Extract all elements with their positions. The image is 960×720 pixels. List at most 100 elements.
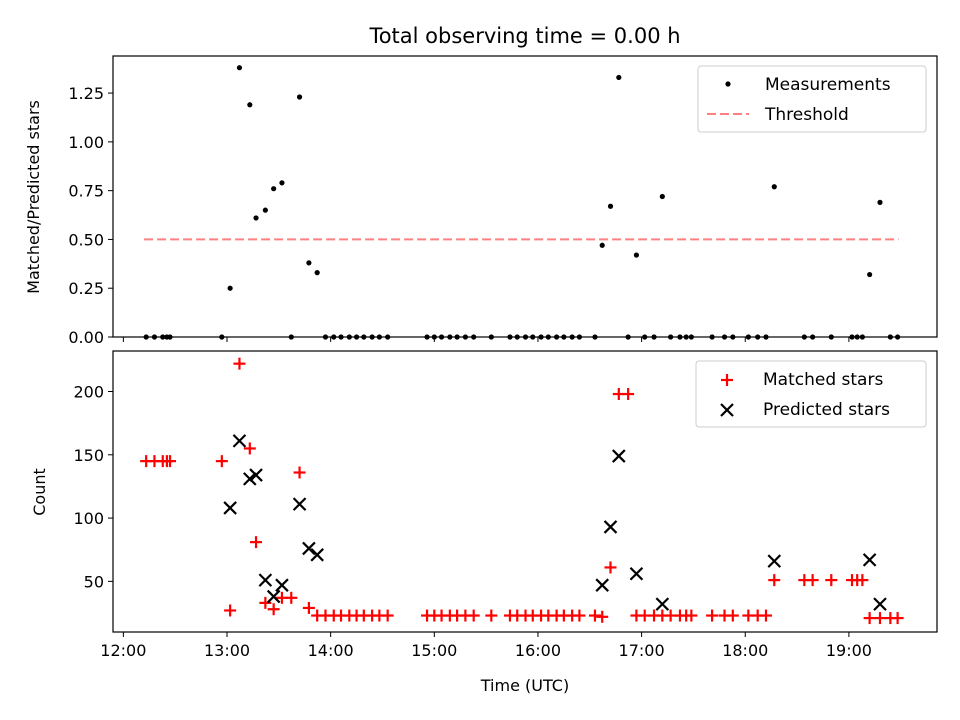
legend-predicted-marker [720, 403, 734, 417]
legend-matched-marker [721, 374, 733, 386]
marker-stroke [223, 501, 237, 515]
marker-stroke [310, 548, 324, 562]
predicted-star-marker [612, 449, 626, 463]
top-panel: 0.00 0.25 0.50 0.75 1.00 1.25 Matched/Predict… [24, 55, 938, 347]
marker-stroke [292, 497, 307, 511]
matched-star-marker [164, 455, 177, 468]
predicted-star-marker [249, 468, 263, 482]
matched-star-marker [233, 357, 246, 370]
matched-star-marker [267, 603, 280, 616]
top-y-tick-label: 0.00 [68, 328, 104, 347]
matched-star-marker [726, 609, 739, 622]
bottom-x-tick-label: 14:00 [308, 641, 354, 660]
top-y-tick-label: 1.25 [68, 84, 104, 103]
measurement-point [296, 94, 303, 100]
predicted-star-marker [292, 497, 307, 511]
matched-star-marker [759, 609, 772, 622]
matched-star-marker [293, 466, 306, 479]
top-y-tick-label: 0.50 [68, 230, 104, 249]
marker-stroke [266, 589, 281, 604]
measurement-point [253, 215, 259, 221]
bottom-x-tick-label: 12:00 [100, 641, 146, 660]
predicted-star-marker [275, 578, 289, 592]
legend-matched-label: Matched stars [763, 370, 883, 390]
bottom-x-tick-label: 13:00 [204, 641, 250, 660]
marker-stroke [243, 472, 257, 486]
measurement-point [633, 252, 640, 258]
bottom-y-tick-label: 100 [73, 509, 104, 528]
marker-stroke [767, 554, 782, 568]
matched-star-marker [259, 596, 272, 609]
predicted-star-marker [223, 501, 237, 515]
matched-star-marker [250, 536, 263, 549]
marker-stroke [629, 566, 644, 581]
matched-star-marker [485, 609, 498, 622]
bottom-y-ticks: 50 100 150 200 [73, 383, 113, 591]
bottom-legend: Matched stars Predicted stars [695, 360, 927, 428]
matched-star-marker [706, 609, 719, 622]
marker-stroke [612, 449, 626, 463]
bottom-y-tick-label: 200 [73, 383, 104, 402]
predicted-star-marker [767, 554, 782, 568]
matched-star-marker [302, 601, 315, 614]
bottom-x-axis-label: Time (UTC) [480, 676, 569, 695]
matched-star-marker [215, 455, 228, 468]
predicted-star-marker [258, 573, 273, 587]
measurement-point [867, 271, 873, 278]
measurement-point [599, 242, 605, 248]
marker-stroke [275, 578, 289, 592]
matched-star-marker [224, 604, 237, 617]
matched-star-marker [622, 388, 635, 401]
measurement-point [227, 285, 233, 291]
marker-stroke [873, 597, 887, 611]
bottom-marks [140, 357, 904, 625]
marker-stroke [603, 520, 618, 534]
matched-star-marker [856, 574, 869, 587]
marker-stroke [249, 468, 263, 482]
bottom-y-tick-label: 50 [84, 572, 104, 591]
measurement-point [279, 180, 285, 186]
bottom-legend-box [695, 360, 927, 428]
matched-star-marker [588, 609, 601, 622]
bottom-x-tick-label: 15:00 [411, 641, 457, 660]
matched-star-marker [604, 561, 617, 574]
legend-threshold-label: Threshold [764, 105, 849, 125]
bottom-y-tick-label: 150 [73, 446, 104, 465]
measurement-point [247, 102, 253, 108]
predicted-star-marker [232, 434, 247, 448]
legend-measurements-label: Measurements [765, 75, 891, 95]
measurement-point [659, 193, 665, 200]
top-axes-frame [112, 55, 938, 338]
top-y-ticks: 0.00 0.25 0.50 0.75 1.00 1.25 [68, 84, 113, 347]
legend-measurements-marker [725, 81, 731, 87]
bottom-x-tick-label: 16:00 [515, 641, 561, 660]
top-legend-box [697, 65, 927, 133]
bottom-axes-frame [112, 350, 938, 633]
top-y-axis-label: Matched/Predicted stars [24, 100, 43, 294]
matched-star-marker [873, 612, 886, 625]
predicted-star-marker [862, 553, 877, 567]
bottom-panel: 50 100 150 200 12:00 13:00 14:00 15:00 16:00 17:… [30, 350, 938, 695]
measurement-point [616, 74, 622, 81]
measurement-point [306, 260, 312, 266]
measurement-point [314, 270, 320, 276]
matched-star-marker [891, 612, 904, 625]
matched-star-marker [573, 609, 586, 622]
marker-stroke [595, 578, 609, 592]
measurement-point [877, 199, 883, 205]
measurement-point [607, 203, 614, 209]
top-y-tick-label: 0.25 [68, 279, 104, 298]
marker-stroke [862, 553, 877, 567]
predicted-star-marker [266, 589, 281, 604]
matched-star-marker [768, 574, 781, 587]
predicted-star-marker [310, 548, 324, 562]
predicted-star-marker [655, 597, 670, 611]
marker-stroke [258, 573, 273, 587]
predicted-star-marker [603, 520, 618, 534]
measurement-point [771, 184, 777, 190]
matched-star-marker [285, 591, 298, 604]
marker-stroke [232, 434, 247, 448]
figure-title: Total observing time = 0.00 h [368, 24, 680, 48]
predicted-star-marker [302, 541, 316, 556]
